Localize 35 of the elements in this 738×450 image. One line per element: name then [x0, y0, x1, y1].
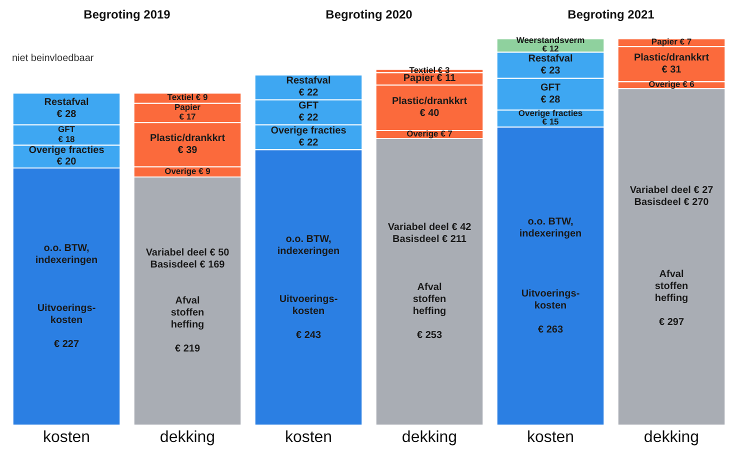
- data-label: Overige € 9: [164, 166, 211, 176]
- data-label: GFT € 28: [540, 82, 561, 106]
- data-label: Restafval € 22: [286, 76, 331, 99]
- x-tick-label: kosten: [526, 428, 574, 446]
- data-label: Overige fracties € 15: [518, 108, 583, 127]
- x-tick-label: dekking: [402, 428, 458, 446]
- text: o.o. BTW, indexeringen Uitvoerings- kosten € 243: [277, 234, 340, 341]
- data-label: Overige € 7: [406, 128, 453, 138]
- data-label: GFT € 22: [298, 100, 319, 124]
- data-label: Overige € 6: [648, 79, 695, 90]
- x-tick-label: dekking: [644, 428, 700, 446]
- data-label: Restafval € 23: [528, 54, 573, 77]
- text: Begroting 2021: [568, 7, 655, 22]
- data-label: Plastic/drankkrt € 31: [634, 52, 710, 76]
- data-label: Overige fracties € 22: [270, 126, 347, 149]
- data-label: Papier € 11: [403, 73, 456, 84]
- data-label: Overige fracties € 20: [28, 145, 105, 168]
- annotation: niet beinvloedbaar: [12, 52, 94, 64]
- text: Begroting 2020: [326, 7, 413, 22]
- text: o.o. BTW, indexeringen Uitvoerings- kosten € 263: [519, 216, 582, 336]
- x-tick-label: kosten: [284, 428, 332, 446]
- data-label: Papier € 17: [174, 102, 202, 122]
- text: Variabel deel € 50 Basisdeel € 169 Afval stoffen heffing € 219: [146, 247, 230, 354]
- text: Variabel deel € 42 Basisdeel € 211 Afval stoffen heffing € 253: [388, 222, 472, 342]
- text: Begroting 2019: [84, 7, 171, 22]
- x-tick-label: dekking: [160, 428, 216, 446]
- text: o.o. BTW, indexeringen Uitvoerings- kosten € 227: [35, 242, 98, 350]
- data-label: Plastic/drankkrt € 39: [150, 132, 226, 156]
- data-label: GFT € 18: [58, 124, 76, 144]
- data-label: Plastic/drankkrt € 40: [392, 96, 468, 120]
- data-label: Papier € 7: [651, 36, 692, 47]
- text: Variabel deel € 27 Basisdeel € 270 Afval stoffen heffing € 297: [630, 185, 714, 328]
- x-tick-label: kosten: [42, 428, 90, 446]
- data-label: Restafval € 28: [44, 97, 89, 120]
- data-label: Textiel € 9: [167, 92, 208, 102]
